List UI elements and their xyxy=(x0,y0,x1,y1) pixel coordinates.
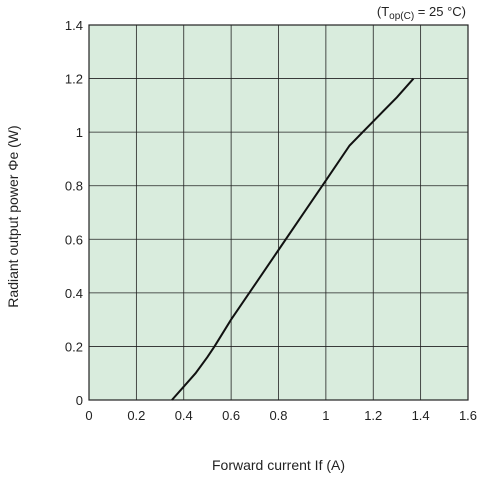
x-tick-label: 1 xyxy=(322,408,329,423)
y-axis-ticks: 0 0.2 0.4 0.6 0.8 1 1.2 1.4 xyxy=(65,18,83,408)
x-tick-label: 0.8 xyxy=(269,408,287,423)
x-tick-label: 0.4 xyxy=(175,408,193,423)
y-tick-label: 0.2 xyxy=(65,339,83,354)
y-tick-label: 0.8 xyxy=(65,179,83,194)
x-tick-label: 0.6 xyxy=(222,408,240,423)
x-tick-label: 0 xyxy=(85,408,92,423)
y-axis-label: Radiant output power Φe (W) xyxy=(5,125,21,307)
x-axis-ticks: 0 0.2 0.4 0.6 0.8 1 1.2 1.4 1.6 xyxy=(85,408,477,423)
y-tick-label: 0.4 xyxy=(65,286,83,301)
y-tick-label: 1 xyxy=(76,125,83,140)
y-tick-label: 1.4 xyxy=(65,18,83,33)
condition-suffix: = 25 °C) xyxy=(414,4,466,19)
y-tick-label: 0.6 xyxy=(65,232,83,247)
condition-prefix: (T xyxy=(377,4,389,19)
test-condition-label: (Top(C) = 25 °C) xyxy=(377,4,466,22)
series-line xyxy=(171,77,415,401)
x-tick-label: 0.2 xyxy=(127,408,145,423)
condition-subscript: op(C) xyxy=(389,11,414,22)
x-tick-label: 1.2 xyxy=(364,408,382,423)
x-tick-label: 1.6 xyxy=(459,408,477,423)
x-tick-label: 1.4 xyxy=(412,408,430,423)
y-tick-label: 0 xyxy=(76,393,83,408)
y-tick-label: 1.2 xyxy=(65,72,83,87)
plot-frame xyxy=(88,24,469,401)
x-axis-label: Forward current If (A) xyxy=(212,457,345,473)
